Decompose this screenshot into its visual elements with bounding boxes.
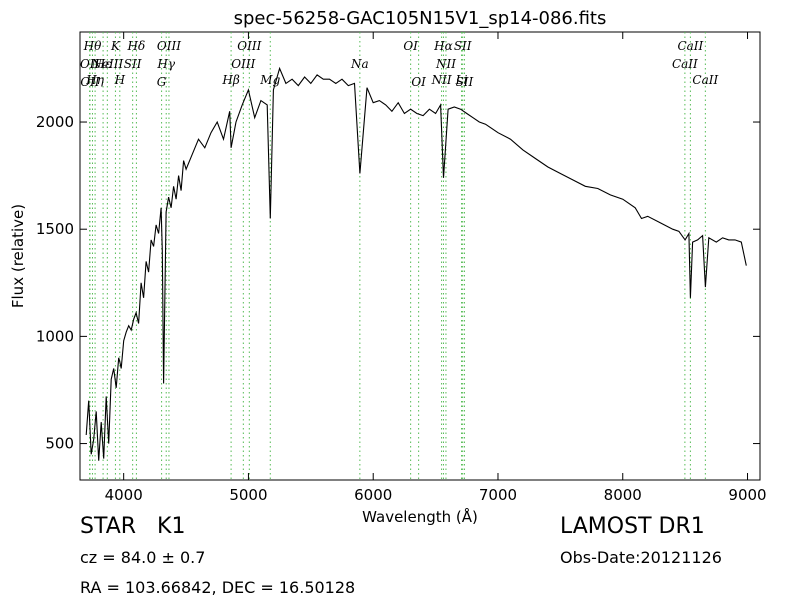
y-tick-label-1: 1000 (36, 327, 74, 345)
line-label-21: Hα (433, 39, 453, 53)
line-label-10: G (157, 75, 167, 89)
line-label-5: NeIII (90, 57, 123, 71)
line-label-19: OI (411, 75, 426, 89)
y-tick-label-2: 1500 (36, 220, 74, 238)
line-label-4: Hε (94, 57, 112, 71)
line-label-13: Hβ (221, 73, 239, 87)
object-subclass: K1 (157, 514, 186, 539)
survey-name: LAMOST DR1 (560, 514, 705, 539)
y-axis-ticks: 500 1000 1500 2000 (36, 113, 760, 453)
line-label-25: Li (455, 73, 468, 87)
line-label-15: OIII (237, 39, 261, 53)
line-label-7: H (114, 73, 126, 87)
line-label-1: OII (80, 75, 100, 89)
line-label-26: CaII (672, 57, 698, 71)
line-label-11: Hγ (156, 57, 175, 71)
object-class: STAR K1 (80, 514, 185, 539)
y-tick-label-3: 2000 (36, 113, 74, 131)
line-label-0: OII (80, 57, 100, 71)
line-label-28: CaII (692, 73, 718, 87)
x-axis-label: Wavelength (Å) (362, 507, 478, 526)
flux-series-line (85, 66, 747, 461)
line-label-23: SII (454, 39, 472, 53)
line-label-18: OI (403, 39, 418, 53)
observation-date: Obs-Date:20121126 (560, 548, 722, 567)
line-label-8: SII (124, 57, 142, 71)
line-label-17: Na (350, 57, 369, 71)
plot-frame (79, 31, 761, 481)
x-axis-ticks: 4000 5000 6000 7000 8000 9000 (105, 32, 767, 504)
x-tick-label-3: 7000 (479, 486, 517, 504)
line-label-22: NII (435, 57, 456, 71)
line-label-9: Hδ (127, 39, 146, 53)
line-label-12: OIII (157, 39, 181, 53)
y-axis-label: Flux (relative) (9, 204, 27, 308)
x-tick-label-1: 5000 (229, 486, 267, 504)
chart-title: spec-56258-GAC105N15V1_sp14-086.fits (234, 8, 607, 29)
line-label-6: K (110, 39, 121, 53)
x-tick-label-5: 9000 (728, 486, 766, 504)
line-label-2: Hθ (83, 39, 102, 53)
x-tick-label-2: 6000 (354, 486, 392, 504)
coordinates: RA = 103.66842, DEC = 16.50128 (80, 578, 356, 597)
redshift-cz: cz = 84.0 ± 0.7 (80, 548, 206, 567)
spectral-line-markers (89, 32, 706, 480)
object-class-text: STAR (80, 514, 137, 539)
y-tick-label-0: 500 (45, 435, 74, 453)
line-label-24: SII (456, 75, 474, 89)
line-label-14: OIII (231, 57, 255, 71)
x-tick-label-4: 8000 (604, 486, 642, 504)
x-tick-label-0: 4000 (105, 486, 143, 504)
line-label-27: CaII (677, 39, 703, 53)
line-label-20: NII (431, 73, 452, 87)
line-label-3: Hη (85, 73, 104, 87)
